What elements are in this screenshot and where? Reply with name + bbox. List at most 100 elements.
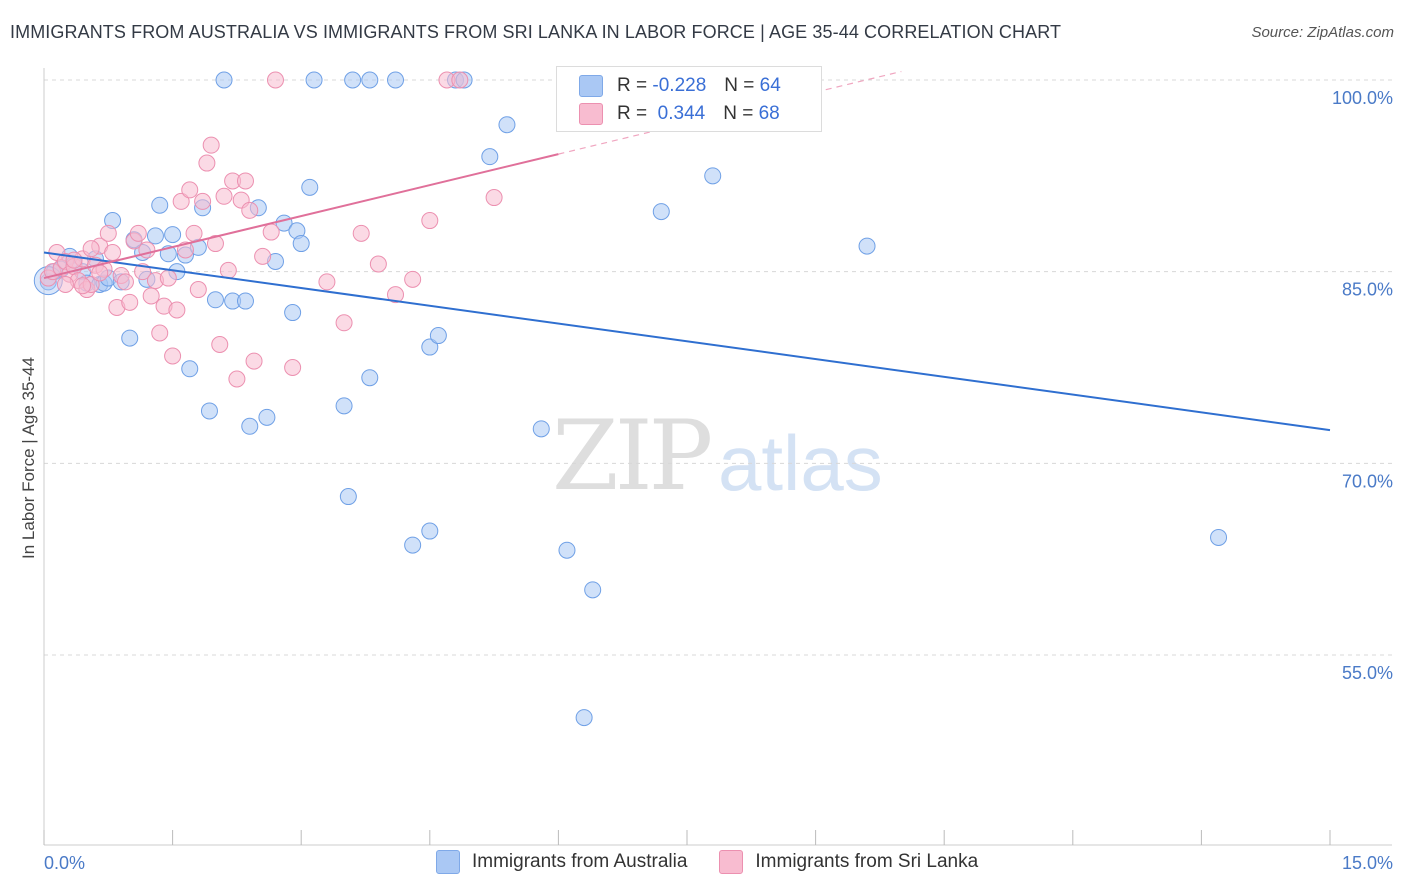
point-srilanka: [335, 314, 353, 332]
legend-row-srilanka: R = 0.344 N = 68: [579, 101, 780, 127]
point-australia: [258, 408, 276, 426]
point-australia: [558, 541, 576, 559]
point-australia: [344, 71, 362, 89]
point-australia: [498, 116, 516, 134]
tick-labels: 55.0% 70.0% 85.0% 100.0% 0.0% 15.0%: [44, 88, 1393, 873]
point-srilanka: [181, 181, 199, 199]
point-srilanka: [82, 240, 100, 258]
axes: [43, 68, 1392, 846]
point-srilanka: [241, 201, 259, 219]
point-srilanka: [485, 189, 503, 207]
correlation-legend: R = -0.228 N = 64 R = 0.344 N = 68: [556, 66, 822, 132]
legend-row-australia: R = -0.228 N = 64: [579, 73, 781, 99]
trend-line-srilanka: [43, 153, 559, 280]
point-australia: [361, 71, 379, 89]
point-australia: [704, 167, 722, 185]
point-australia: [121, 329, 139, 347]
point-australia: [236, 292, 254, 310]
legend-n-label: N =: [724, 75, 755, 96]
point-australia: [200, 402, 218, 420]
watermark-zip: ZIP: [552, 400, 713, 512]
legend-r-label: R =: [617, 75, 648, 96]
legend-item-australia: Immigrants from Australia: [436, 850, 687, 874]
point-srilanka: [56, 275, 74, 293]
series-legend: Immigrants from Australia Immigrants fro…: [436, 850, 1010, 874]
point-srilanka: [151, 324, 169, 342]
point-australia: [215, 71, 233, 89]
point-srilanka: [245, 352, 263, 370]
point-srilanka: [189, 281, 207, 299]
point-srilanka: [211, 336, 229, 353]
point-srilanka: [116, 273, 134, 291]
point-australia: [305, 71, 323, 89]
point-australia: [339, 488, 357, 506]
x-tick-label: 0.0%: [44, 853, 85, 873]
point-srilanka: [215, 187, 233, 205]
point-australia: [361, 369, 379, 387]
point-srilanka: [99, 224, 117, 242]
point-srilanka: [129, 224, 147, 242]
point-srilanka: [262, 223, 280, 241]
point-srilanka: [121, 293, 139, 311]
legend-n-value: 68: [758, 103, 780, 124]
point-srilanka: [369, 255, 387, 273]
point-australia: [481, 148, 499, 166]
grid-lines: [44, 79, 1392, 656]
legend-swatch-australia: [579, 75, 603, 97]
point-australia: [421, 522, 439, 540]
y-tick-label: 55.0%: [1342, 663, 1393, 683]
legend-n-value: 64: [759, 75, 781, 96]
legend-r-value: 0.344: [657, 103, 706, 124]
point-srilanka: [198, 154, 216, 172]
point-srilanka: [451, 71, 469, 89]
point-srilanka: [202, 136, 220, 154]
point-australia: [387, 71, 405, 89]
point-srilanka: [318, 273, 336, 291]
point-australia: [575, 709, 593, 727]
y-tick-label: 100.0%: [1332, 88, 1393, 108]
y-tick-label: 70.0%: [1342, 471, 1393, 491]
point-australia: [151, 196, 169, 214]
legend-label-australia: Immigrants from Australia: [472, 851, 688, 872]
legend-r-value: -0.228: [652, 75, 707, 96]
point-srilanka: [387, 286, 405, 304]
legend-item-srilanka: Immigrants from Sri Lanka: [719, 850, 978, 874]
point-srilanka: [421, 212, 439, 230]
trend-line-australia: [43, 251, 1331, 432]
point-srilanka: [266, 71, 284, 89]
point-australia: [241, 417, 259, 435]
point-australia: [206, 291, 224, 309]
point-srilanka: [164, 347, 182, 365]
point-srilanka: [352, 224, 370, 242]
point-australia: [429, 327, 447, 345]
point-australia: [335, 397, 353, 415]
point-australia: [181, 360, 199, 378]
point-srilanka: [185, 224, 203, 242]
point-srilanka: [404, 270, 422, 288]
point-australia: [284, 304, 302, 322]
point-srilanka: [168, 301, 186, 319]
point-australia: [404, 536, 422, 554]
point-australia: [532, 420, 550, 438]
point-srilanka: [91, 264, 109, 282]
series-australia: [33, 71, 1228, 727]
source-label: Source: ZipAtlas.com: [1251, 24, 1394, 41]
point-srilanka: [236, 172, 254, 190]
legend-label-srilanka: Immigrants from Sri Lanka: [755, 851, 979, 872]
x-tick-label: 15.0%: [1342, 853, 1393, 873]
point-australia: [301, 178, 319, 196]
y-tick-label: 85.0%: [1342, 280, 1393, 300]
point-srilanka: [219, 261, 237, 279]
legend-n-label: N =: [723, 103, 754, 124]
point-australia: [584, 581, 602, 599]
point-srilanka: [228, 370, 246, 388]
point-srilanka: [284, 359, 302, 376]
point-australia: [421, 338, 439, 356]
point-srilanka: [74, 277, 92, 295]
point-australia: [652, 203, 670, 221]
point-australia: [164, 226, 182, 244]
legend-swatch-srilanka: [719, 850, 744, 874]
point-srilanka: [172, 192, 190, 210]
point-srilanka: [194, 192, 212, 210]
